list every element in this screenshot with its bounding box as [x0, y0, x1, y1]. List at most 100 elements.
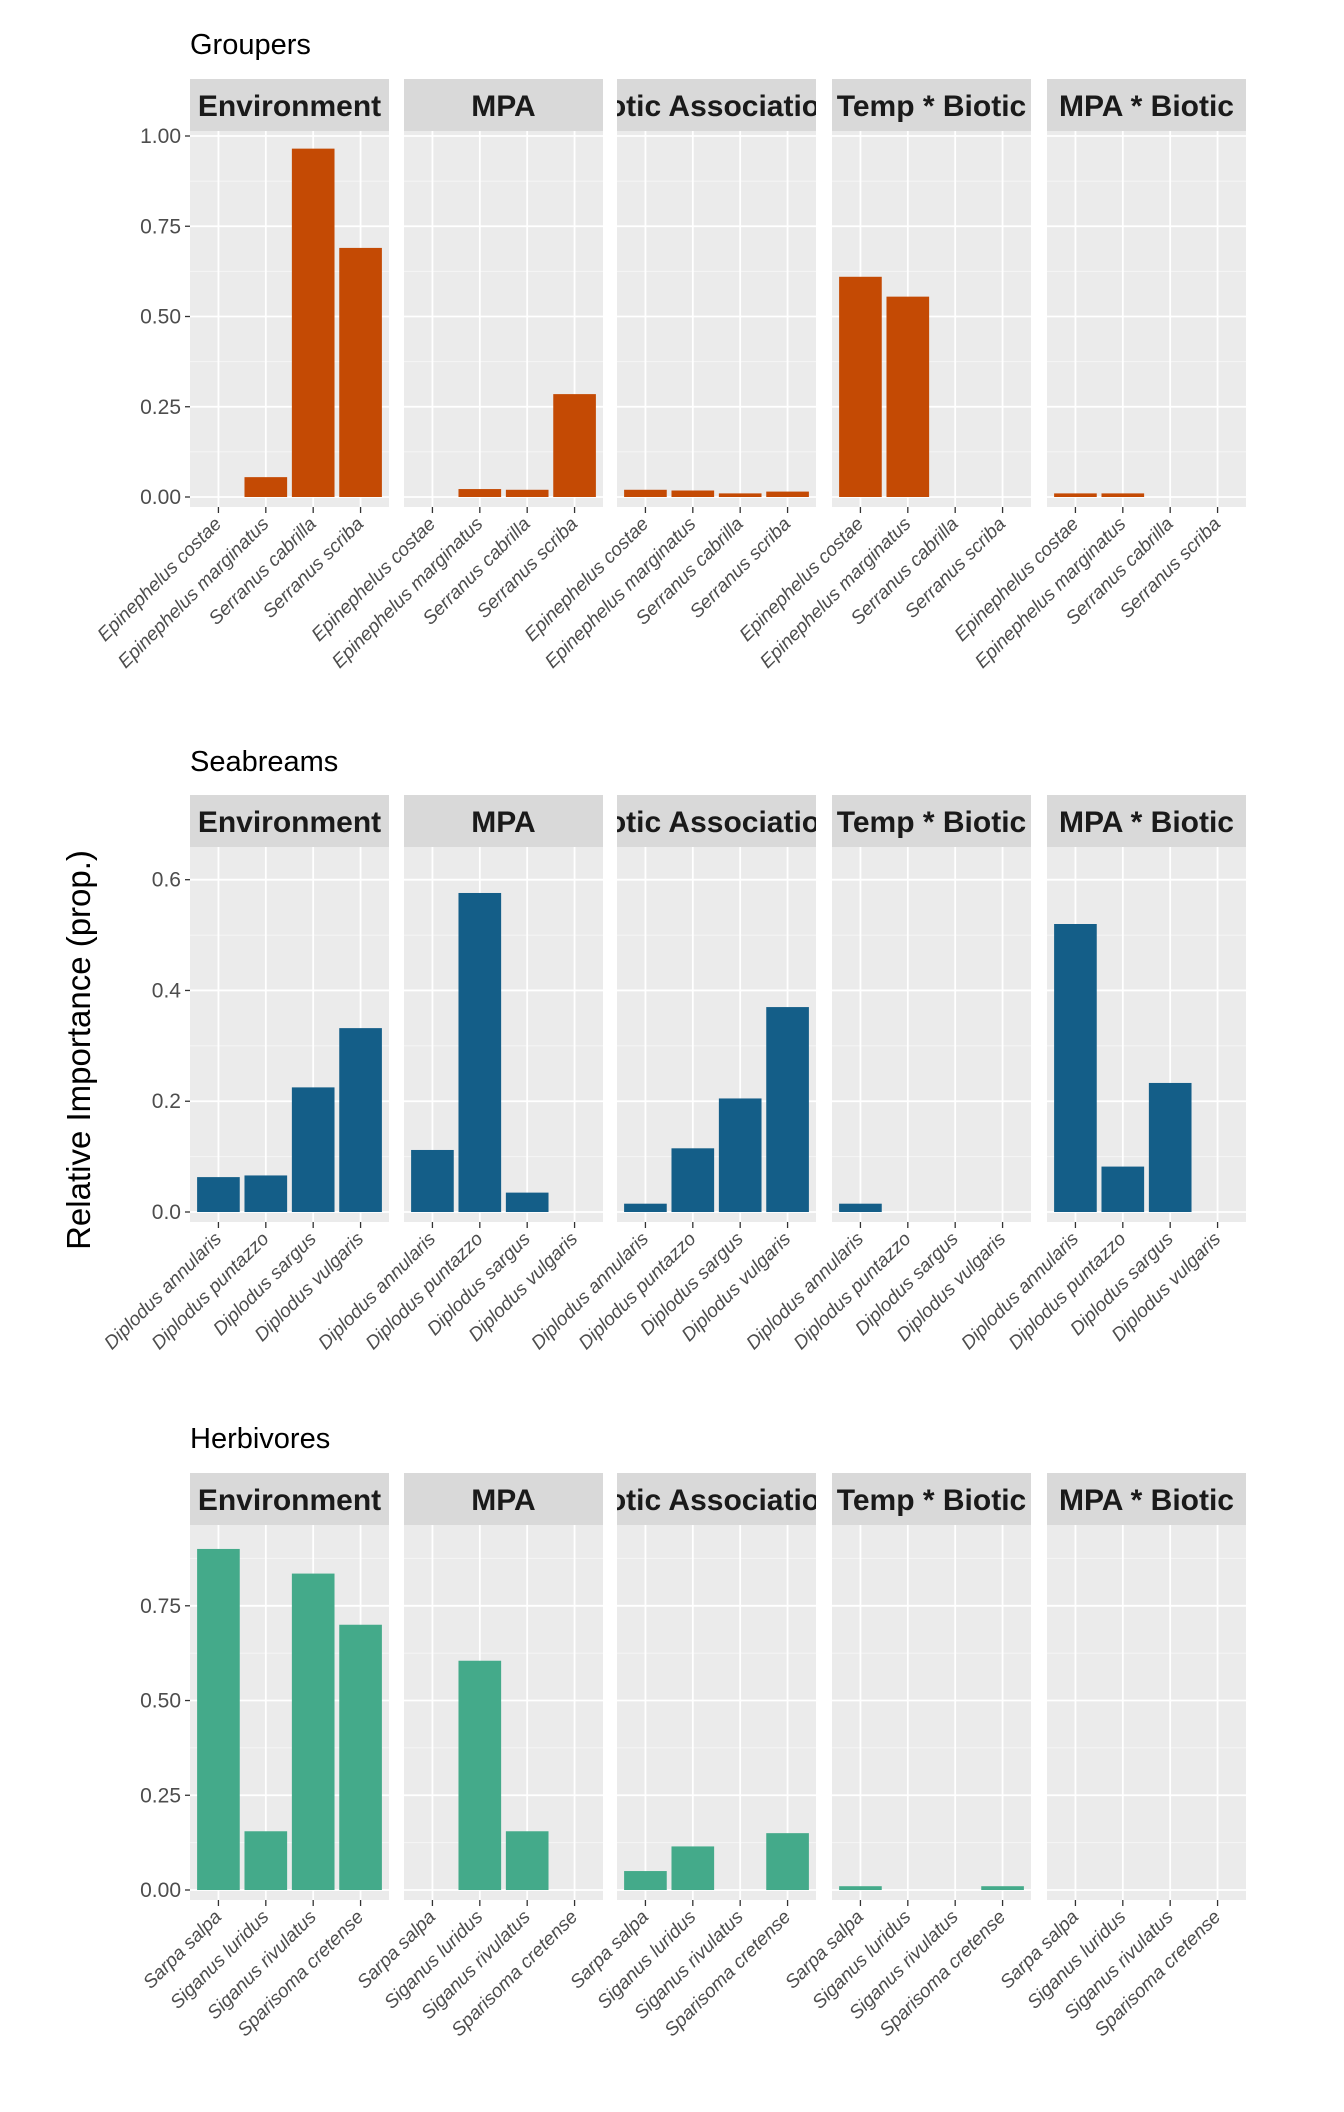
bar-seabreams-biotic-associations-diplodus-puntazzo: [671, 1148, 715, 1212]
bar-herbivores-mpa-siganus-rivulatus: [505, 1831, 549, 1890]
facet-strip: [190, 795, 389, 847]
facet-strip: [832, 1473, 1031, 1525]
facet-strip-label: MPA * Biotic: [1059, 90, 1234, 123]
facet-strip-label: MPA * Biotic: [1059, 806, 1234, 839]
panel-background: [832, 1525, 1031, 1900]
y-tick-label: 0.75: [140, 1595, 181, 1618]
bar-seabreams-biotic-associations-diplodus-vulgaris: [766, 1007, 809, 1212]
facet-strip-label: Environment: [198, 90, 381, 123]
y-tick-label: 0.50: [140, 1690, 181, 1713]
facet-strip-label: Temp * Biotic: [837, 90, 1026, 123]
bar-groupers-environment-epinephelus-marginatus: [244, 477, 288, 497]
facet-strip-label: Temp * Biotic: [837, 1484, 1026, 1517]
y-tick-label: 0.6: [152, 869, 181, 892]
bar-seabreams-environment-diplodus-sargus: [291, 1087, 335, 1212]
facet-strip-label: Environment: [198, 806, 381, 839]
bar-seabreams-biotic-associations-diplodus-sargus: [718, 1098, 762, 1212]
facet-strip: [404, 795, 603, 847]
bar-seabreams-mpa-diplodus-puntazzo: [458, 892, 502, 1212]
facet-strip-label: MPA: [471, 1484, 535, 1517]
bar-herbivores-environment-siganus-rivulatus: [291, 1573, 335, 1890]
bar-groupers-temp-biotic-epinephelus-costae: [839, 276, 882, 497]
y-tick-label: 0.00: [140, 486, 181, 509]
bar-seabreams-environment-diplodus-vulgaris: [339, 1028, 382, 1212]
y-axis-label: Relative Importance (prop.): [60, 850, 97, 1250]
panel-background: [617, 131, 816, 507]
bar-groupers-biotic-associations-serranus-scriba: [766, 491, 809, 497]
bar-groupers-temp-biotic-epinephelus-marginatus: [886, 296, 930, 497]
bar-herbivores-mpa-siganus-luridus: [458, 1660, 502, 1890]
facet-strip: [190, 1473, 389, 1525]
facet-strip: [617, 79, 816, 131]
bar-groupers-biotic-associations-epinephelus-costae: [624, 489, 667, 497]
bar-groupers-mpa-biotic-epinephelus-marginatus: [1101, 493, 1145, 497]
bar-seabreams-mpa-diplodus-annularis: [411, 1149, 454, 1212]
facet-strip-label: Biotic Associations: [578, 806, 855, 839]
facet-strip-label: Biotic Associations: [578, 1484, 855, 1517]
facet-strip-label: Temp * Biotic: [837, 806, 1026, 839]
bar-herbivores-environment-sarpa-salpa: [197, 1548, 240, 1890]
bar-groupers-mpa-serranus-scriba: [553, 394, 596, 497]
panel-background: [1047, 1525, 1246, 1900]
chart-title-groupers: Groupers: [190, 29, 311, 61]
facet-strip: [1047, 795, 1246, 847]
facet-strip: [832, 79, 1031, 131]
y-tick-label: 0.75: [140, 215, 181, 238]
facet-strip: [617, 1473, 816, 1525]
facet-strip-label: MPA * Biotic: [1059, 1484, 1234, 1517]
bar-herbivores-biotic-associations-sarpa-salpa: [624, 1871, 667, 1890]
chart-title-seabreams: Seabreams: [190, 746, 338, 778]
bar-herbivores-environment-siganus-luridus: [244, 1831, 288, 1890]
bar-groupers-mpa-serranus-cabrilla: [505, 489, 549, 497]
y-tick-label: 0.25: [140, 396, 181, 419]
chart-title-herbivores: Herbivores: [190, 1423, 330, 1455]
facet-strip: [190, 79, 389, 131]
facet-strip-label: MPA: [471, 806, 535, 839]
panel-background: [832, 847, 1031, 1222]
facet-strip: [832, 795, 1031, 847]
y-tick-label: 1.00: [140, 125, 181, 148]
y-tick-label: 0.25: [140, 1784, 181, 1807]
bar-groupers-biotic-associations-serranus-cabrilla: [718, 493, 762, 497]
panel-background: [404, 1525, 603, 1900]
bar-seabreams-environment-diplodus-puntazzo: [244, 1175, 288, 1212]
facet-strip: [617, 795, 816, 847]
bar-herbivores-biotic-associations-siganus-luridus: [671, 1846, 715, 1890]
bar-groupers-mpa-epinephelus-marginatus: [458, 489, 502, 497]
facet-strip-label: MPA: [471, 90, 535, 123]
y-tick-label: 0.00: [140, 1879, 181, 1902]
bar-groupers-biotic-associations-epinephelus-marginatus: [671, 490, 715, 497]
chart-layer: Groupers0.000.250.500.751.00EnvironmentE…: [94, 29, 1246, 2041]
facet-strip: [404, 79, 603, 131]
panel-background: [1047, 131, 1246, 507]
bar-seabreams-mpa-biotic-diplodus-puntazzo: [1101, 1166, 1145, 1212]
bar-seabreams-temp-biotic-diplodus-annularis: [839, 1203, 882, 1212]
facet-strip-label: Environment: [198, 1484, 381, 1517]
bar-herbivores-biotic-associations-sparisoma-cretense: [766, 1833, 809, 1890]
bar-groupers-environment-serranus-cabrilla: [291, 148, 335, 497]
bar-herbivores-temp-biotic-sparisoma-cretense: [981, 1886, 1024, 1890]
bar-groupers-environment-serranus-scriba: [339, 247, 382, 497]
bar-groupers-mpa-biotic-epinephelus-costae: [1054, 493, 1097, 497]
facet-strip: [1047, 1473, 1246, 1525]
y-tick-label: 0.50: [140, 306, 181, 329]
facet-strip-label: Biotic Associations: [578, 90, 855, 123]
y-tick-label: 0.0: [152, 1201, 181, 1224]
bar-seabreams-mpa-diplodus-sargus: [505, 1192, 549, 1212]
y-tick-label: 0.2: [152, 1090, 181, 1113]
facet-strip: [404, 1473, 603, 1525]
bar-seabreams-mpa-biotic-diplodus-annularis: [1054, 924, 1097, 1212]
bar-seabreams-mpa-biotic-diplodus-sargus: [1148, 1082, 1192, 1212]
bar-herbivores-environment-sparisoma-cretense: [339, 1624, 382, 1890]
y-tick-label: 0.4: [152, 979, 182, 1002]
